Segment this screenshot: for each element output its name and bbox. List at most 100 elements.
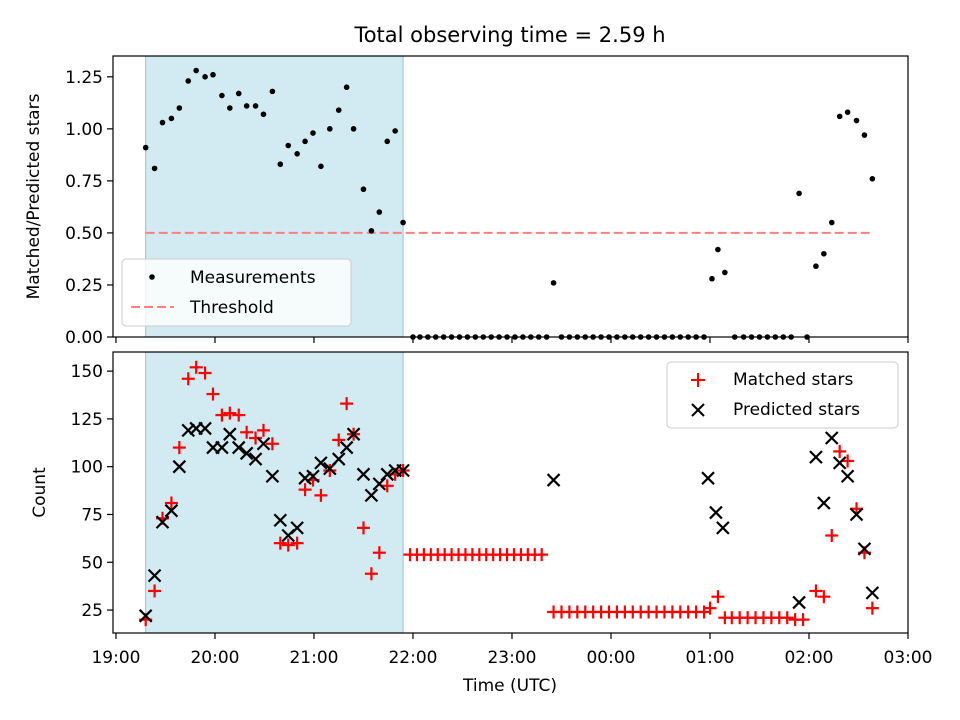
top-y-ticks: 0.00 0.25 0.50 0.75 1.00 1.25 xyxy=(65,68,113,348)
matched-star-point xyxy=(240,425,254,439)
x-tick-label: 00:00 xyxy=(586,648,635,668)
predicted-star-point xyxy=(817,496,831,510)
predicted-star-point xyxy=(181,423,196,438)
matched-star-point xyxy=(265,437,279,451)
predicted-star-point xyxy=(172,459,187,474)
predicted-star-point xyxy=(223,427,237,441)
predicted-star-point xyxy=(339,440,354,455)
predicted-star-point xyxy=(248,452,263,466)
matched-star-point xyxy=(535,548,549,562)
matched-star-point xyxy=(796,613,810,627)
bottom-y-tick-label: 75 xyxy=(81,505,103,525)
predicted-star-point xyxy=(364,488,379,503)
legend-threshold-label: Threshold xyxy=(189,298,274,318)
measurement-point xyxy=(368,228,375,234)
measurement-point xyxy=(294,151,300,157)
measurement-point xyxy=(193,67,199,74)
predicted-star-point xyxy=(546,473,561,487)
measurement-point xyxy=(796,190,802,197)
legend-matched-label: Matched stars xyxy=(733,370,853,390)
matched-star-point xyxy=(323,464,337,478)
bottom-shaded-span xyxy=(145,351,404,634)
measurement-point xyxy=(310,130,316,136)
matched-star-point xyxy=(181,372,195,386)
matched-star-point xyxy=(206,387,220,401)
measurement-point xyxy=(550,280,557,286)
predicted-star-point xyxy=(865,586,880,600)
matched-star-point xyxy=(164,496,178,510)
matched-star-point xyxy=(215,408,229,422)
matched-star-point xyxy=(711,590,725,604)
top-panel: 0.00 0.25 0.50 0.75 1.00 1.25 Matched/Predict… xyxy=(24,55,909,348)
measurement-point xyxy=(360,186,367,193)
bottom-y-axis-label: Count xyxy=(30,467,50,518)
x-tick-label: 23:00 xyxy=(487,648,536,668)
matched-star-point xyxy=(256,423,270,437)
predicted-star-point xyxy=(832,456,847,470)
predicted-star-point xyxy=(198,421,212,436)
matched-star-point xyxy=(809,584,823,598)
measurement-point xyxy=(836,113,843,120)
matched-star-point xyxy=(223,406,237,420)
measurement-point xyxy=(285,142,292,149)
measurement-point xyxy=(828,219,835,226)
matched-star-point xyxy=(817,590,831,604)
predicted-star-point xyxy=(265,469,280,484)
bottom-y-tick-label: 150 xyxy=(71,362,103,382)
predicted-star-point xyxy=(215,440,229,455)
measurement-point xyxy=(384,138,391,145)
matched-star-point xyxy=(314,488,328,502)
predicted-star-point xyxy=(396,463,410,478)
measurement-point xyxy=(142,144,149,151)
predicted-star-point xyxy=(709,505,723,520)
x-tick-label: 20:00 xyxy=(190,648,239,668)
x-tick-label: 03:00 xyxy=(884,648,933,668)
measurement-point xyxy=(343,84,350,91)
predicted-star-point xyxy=(356,467,371,482)
x-tick-label: 21:00 xyxy=(289,648,338,668)
predicted-star-point xyxy=(824,431,839,445)
bottom-y-tick-label: 125 xyxy=(71,410,103,430)
x-tick-label: 02:00 xyxy=(784,648,833,668)
legend-measurements-label: Measurements xyxy=(190,268,316,288)
matched-star-point xyxy=(249,431,263,445)
matched-star-point xyxy=(833,444,847,458)
predicted-star-point xyxy=(857,542,872,556)
measurement-point xyxy=(376,209,383,215)
bottom-legend-box xyxy=(666,361,899,429)
predicted-star-point xyxy=(138,609,153,623)
bottom-legend: Matched stars Predicted stars xyxy=(666,361,899,429)
measurement-point xyxy=(243,103,250,109)
measurement-point xyxy=(277,161,284,168)
measurement-point xyxy=(151,165,158,172)
measurement-point xyxy=(722,269,728,276)
top-legend: Measurements Threshold xyxy=(121,258,352,327)
measurement-point xyxy=(269,88,276,95)
predicted-star-point xyxy=(372,477,387,491)
predicted-stars-points xyxy=(138,421,880,623)
measurement-point xyxy=(168,115,175,122)
predicted-star-point xyxy=(849,507,864,522)
x-tick-label: 19:00 xyxy=(91,648,140,668)
predicted-star-point xyxy=(273,513,288,527)
matched-star-point xyxy=(273,536,287,550)
x-tick-label: 22:00 xyxy=(388,648,437,668)
measurement-point xyxy=(302,138,308,145)
measurement-point xyxy=(185,78,192,84)
matched-star-point xyxy=(380,479,394,493)
top-y-axis-label: Matched/Predicted stars xyxy=(24,93,44,299)
predicted-star-point xyxy=(155,515,170,529)
matched-star-point xyxy=(364,567,378,581)
top-y-tick-label: 0.75 xyxy=(65,172,103,192)
measurement-point xyxy=(327,126,333,132)
predicted-star-point xyxy=(792,595,806,610)
matched-star-point xyxy=(332,433,346,447)
measurement-point xyxy=(210,71,216,78)
measurement-point xyxy=(176,105,183,111)
matched-star-point xyxy=(172,441,186,455)
predicted-star-point xyxy=(239,446,254,461)
predicted-star-point xyxy=(231,440,246,455)
predicted-star-point xyxy=(701,471,715,485)
predicted-star-point xyxy=(380,467,395,482)
top-y-tick-label: 0.50 xyxy=(65,224,103,244)
